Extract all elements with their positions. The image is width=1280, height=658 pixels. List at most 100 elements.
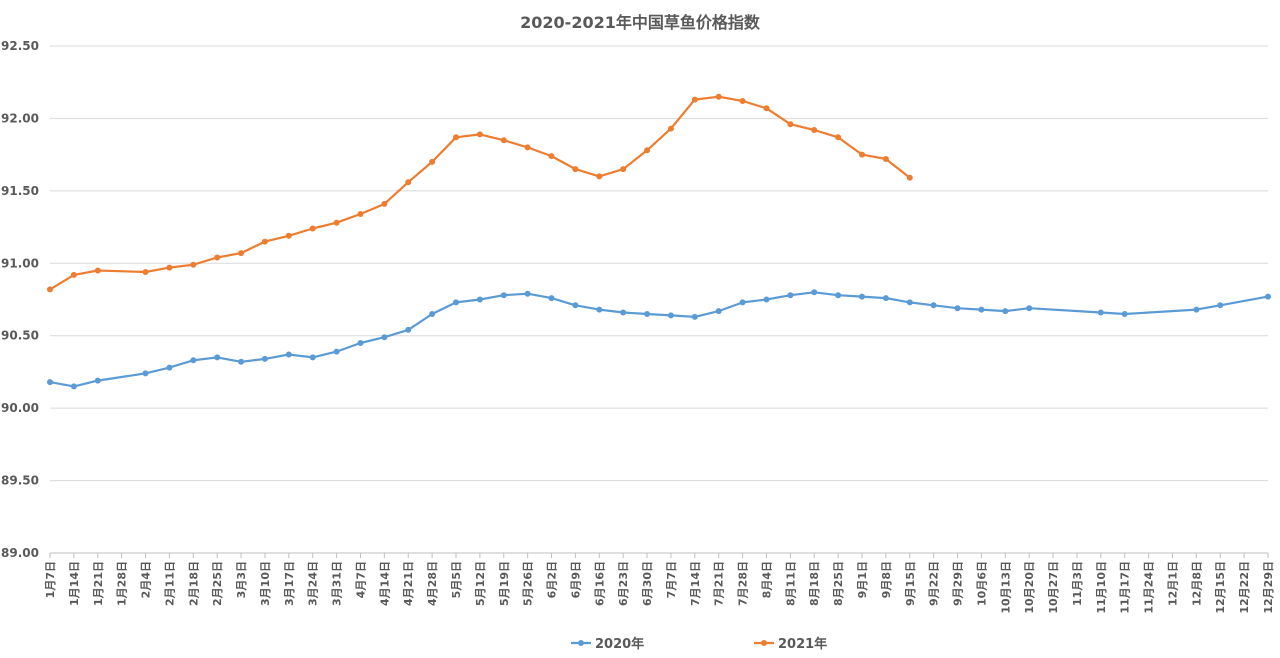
data-point (214, 354, 221, 361)
data-point (691, 96, 698, 103)
data-point (405, 179, 412, 186)
data-point (763, 105, 770, 112)
x-tick-label: 7月14日 (689, 561, 702, 606)
legend-label: 2021年 (778, 636, 827, 652)
data-point (859, 151, 865, 158)
data-point (572, 302, 579, 309)
data-point (309, 354, 316, 361)
x-tick-label: 5月26日 (522, 561, 535, 606)
y-tick-label: 92.50 (1, 39, 39, 53)
data-point (882, 295, 889, 302)
data-point (620, 309, 627, 316)
data-point (142, 370, 149, 377)
legend: 2020年 2021年 (571, 636, 827, 652)
y-tick-label: 89.50 (1, 474, 39, 488)
data-point (357, 211, 364, 217)
data-point (94, 267, 101, 274)
x-tick-label: 3月31日 (331, 561, 344, 606)
x-tick-label: 9月15日 (904, 561, 917, 606)
x-tick-label: 12月29日 (1262, 561, 1275, 614)
data-point (644, 311, 651, 317)
data-point (715, 308, 722, 315)
x-tick-label: 3月24日 (307, 561, 320, 606)
x-tick-label: 12月8日 (1190, 561, 1203, 606)
data-point (691, 313, 698, 320)
data-point (739, 98, 746, 104)
data-point (524, 290, 531, 297)
y-tick-label: 91.00 (1, 256, 39, 270)
data-point (453, 299, 459, 306)
x-tick-label: 9月29日 (952, 561, 965, 606)
data-point (882, 156, 889, 162)
x-tick-label: 2月25日 (211, 561, 224, 606)
data-point (238, 250, 245, 257)
data-point (1002, 308, 1009, 315)
data-point (811, 127, 818, 133)
x-tick-label: 10月6日 (975, 561, 988, 606)
data-point (94, 377, 101, 384)
x-tick-label: 3月3日 (235, 561, 248, 598)
series-group (47, 93, 1271, 390)
data-point (811, 289, 818, 296)
data-point (1217, 302, 1224, 309)
x-tick-label: 8月25日 (832, 561, 845, 606)
data-point (572, 166, 579, 173)
data-point (787, 121, 794, 128)
data-point (715, 93, 722, 100)
x-tick-label: 9月22日 (928, 561, 941, 606)
data-point (381, 200, 388, 207)
data-point (1121, 311, 1128, 317)
data-point (453, 134, 459, 141)
x-tick-label: 6月2日 (546, 561, 559, 598)
data-point (47, 286, 53, 293)
data-point (285, 232, 292, 239)
data-point (309, 225, 316, 232)
x-tick-label: 3月17日 (283, 561, 296, 606)
data-point (1265, 293, 1271, 300)
data-point (333, 219, 340, 226)
x-tick-label: 3月10日 (259, 561, 272, 606)
x-tick-label: 6月30日 (641, 561, 654, 606)
y-tick-label: 89.00 (1, 546, 39, 560)
x-tick-label: 9月8日 (880, 561, 893, 598)
data-point (524, 144, 531, 151)
x-tick-label: 4月14日 (378, 561, 391, 606)
data-point (596, 173, 603, 180)
data-point (476, 131, 483, 138)
data-point (190, 261, 197, 268)
series-line-1 (49, 95, 911, 291)
data-point (429, 158, 436, 165)
y-tick-label: 90.50 (1, 329, 39, 343)
data-point (763, 296, 770, 303)
data-point (835, 134, 842, 141)
x-axis: 1月7日 1月14日 1月21日 1月28日 2月4日 2月11日 2月18日 2月25日 3月… (44, 553, 1275, 614)
x-tick-label: 12月22日 (1238, 561, 1251, 614)
chart-title: 2020-2021年中国草鱼价格指数 (520, 13, 761, 32)
data-point (285, 351, 292, 358)
x-tick-label: 10月20日 (1023, 561, 1036, 614)
legend-marker (578, 640, 584, 646)
y-tick-label: 90.00 (1, 401, 39, 415)
data-point (70, 271, 77, 278)
x-tick-label: 10月27日 (1047, 561, 1060, 614)
data-point (190, 357, 197, 364)
data-point (548, 153, 555, 160)
data-point (954, 305, 961, 312)
x-tick-label: 2月4日 (140, 561, 153, 598)
x-tick-label: 12月15日 (1214, 561, 1227, 614)
data-point (1026, 305, 1033, 312)
data-point (1193, 306, 1200, 313)
x-tick-label: 5月19日 (498, 561, 511, 606)
x-tick-label: 1月28日 (116, 561, 129, 606)
series-line-0 (49, 291, 1269, 388)
x-tick-label: 12月1日 (1166, 561, 1179, 606)
data-point (166, 364, 173, 371)
data-point (787, 292, 794, 299)
x-tick-label: 11月3日 (1071, 561, 1084, 606)
data-point (70, 383, 77, 390)
data-point (47, 379, 53, 386)
data-point (906, 299, 913, 306)
x-tick-label: 4月21日 (402, 561, 415, 606)
x-tick-label: 6月16日 (593, 561, 606, 606)
y-axis: 92.50 92.00 91.50 91.00 90.50 90.00 89.50 89.00 (1, 39, 39, 560)
